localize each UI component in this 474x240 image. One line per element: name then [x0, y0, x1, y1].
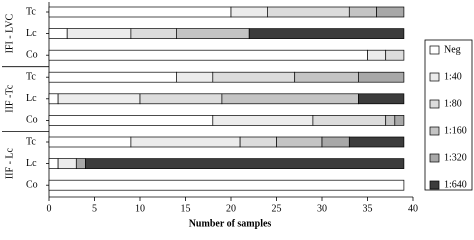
legend-label: 1:80 [444, 98, 462, 109]
bar-segment [57, 158, 77, 169]
bar-segment [48, 179, 405, 191]
x-tick-label: 20 [226, 203, 236, 214]
y-tick-label: Co [26, 49, 38, 60]
x-tick-label: 30 [317, 203, 327, 214]
y-tick-label: Tc [26, 6, 36, 17]
bar-segment [358, 71, 405, 83]
bar-segment [176, 71, 214, 83]
legend-swatch [429, 180, 440, 190]
bar-segment [48, 6, 232, 18]
bar-segment [75, 158, 86, 169]
legend-label: 1:160 [444, 125, 467, 136]
bar-segment [358, 93, 405, 105]
bar-segment [48, 49, 368, 61]
legend-label: Neg [444, 44, 461, 55]
y-tick-label: Lc [26, 28, 37, 39]
bar-segment [385, 115, 396, 126]
group-label: IFI - LVC [4, 13, 15, 53]
x-tick-label: 0 [47, 203, 52, 214]
x-tick-label: 40 [408, 203, 418, 214]
bar-segment [48, 115, 214, 126]
legend-label: 1:320 [444, 152, 467, 163]
bar-segment [221, 93, 359, 105]
bar-segment [48, 28, 68, 39]
x-tick-label: 10 [135, 203, 145, 214]
bar-segment [139, 93, 223, 105]
bar-segment [48, 93, 59, 105]
bar-segment [348, 6, 377, 18]
bar-segment [267, 6, 350, 18]
x-tick-label: 15 [181, 203, 191, 214]
bar-segment [57, 93, 141, 105]
legend-label: 1:640 [444, 179, 467, 190]
bar-segment [48, 136, 132, 148]
legend-swatch [429, 99, 440, 109]
chart: Number of samples 0 5 10 15 20 25 30 35 40 Tc Lc Co… [2, 2, 473, 229]
legend-label: 1:40 [444, 71, 462, 82]
bar-segment [176, 28, 250, 39]
x-tick-label: 25 [272, 203, 282, 214]
y-tick-label: Tc [26, 71, 36, 82]
group-label: IIF - Lc [4, 147, 15, 179]
bar-segment [294, 71, 359, 83]
bar-segment [130, 28, 177, 39]
bar-segment [321, 136, 350, 148]
bar-segment [230, 6, 268, 18]
legend-swatch [429, 126, 440, 136]
group-label: IIF -Tc [4, 84, 15, 112]
y-tick-label: Tc [26, 136, 36, 147]
bar-segment [367, 49, 387, 61]
bar-segment [48, 71, 177, 83]
legend-swatch [429, 45, 440, 55]
bar-segment [212, 71, 296, 83]
bar-segment [66, 28, 132, 39]
bar-segment [385, 49, 405, 61]
bar-segment [48, 158, 59, 169]
legend-swatch [429, 72, 440, 82]
bar-segment [312, 115, 387, 126]
bar-segment [348, 136, 405, 148]
bar-segment [85, 158, 405, 169]
y-tick-label: Lc [26, 93, 37, 104]
bar-segment [212, 115, 314, 126]
bar-segment [376, 6, 405, 18]
x-axis-label: Number of samples [189, 218, 272, 229]
x-tick-label: 35 [363, 203, 373, 214]
y-tick-label: Co [26, 179, 38, 190]
bar-segment [130, 136, 241, 148]
bar-segment [248, 28, 405, 39]
legend-swatch [429, 153, 440, 163]
bar-segment [239, 136, 277, 148]
x-tick-label: 5 [92, 203, 97, 214]
y-tick-label: Co [26, 115, 38, 126]
bar-segment [276, 136, 323, 148]
legend-box [424, 39, 473, 191]
y-tick-label: Lc [26, 158, 37, 169]
bar-segment [394, 115, 405, 126]
